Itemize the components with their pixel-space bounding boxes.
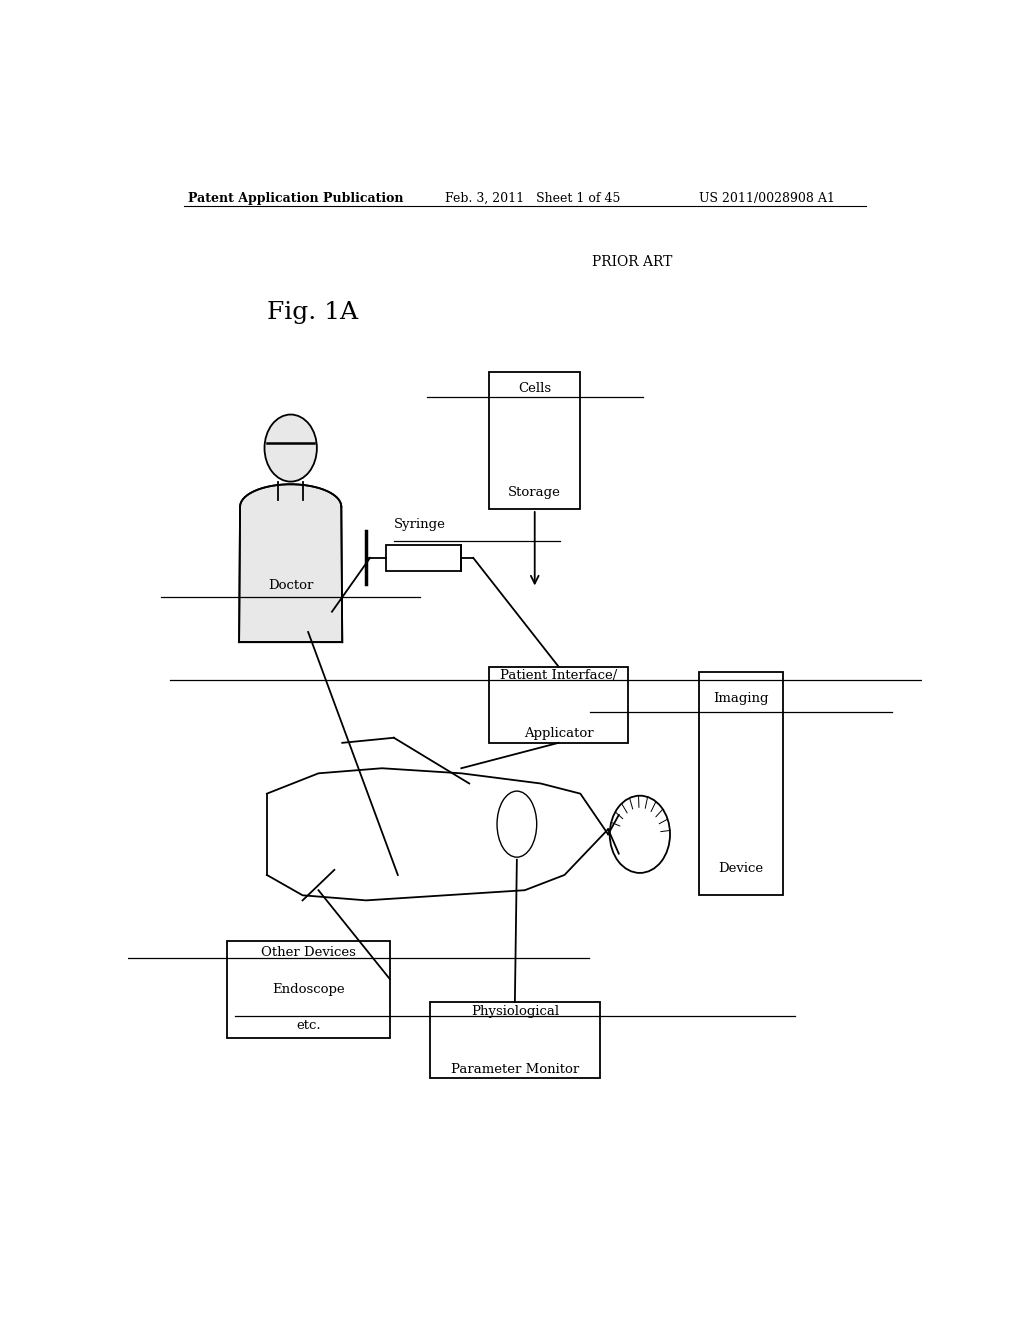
Bar (386, 545, 461, 572)
Text: Other Devices: Other Devices (261, 946, 356, 960)
Text: Imaging: Imaging (714, 692, 769, 705)
Text: Physiological: Physiological (471, 1005, 559, 1018)
Text: Storage: Storage (508, 486, 561, 499)
Text: Patent Application Publication: Patent Application Publication (187, 191, 403, 205)
Bar (489, 372, 581, 510)
Polygon shape (239, 484, 342, 643)
Text: Syringe: Syringe (394, 519, 445, 532)
Text: Patient Interface/: Patient Interface/ (500, 669, 617, 682)
Text: etc.: etc. (296, 1019, 321, 1032)
Circle shape (264, 414, 316, 482)
Bar (227, 941, 390, 1038)
Text: Doctor: Doctor (268, 578, 313, 591)
Bar (699, 672, 782, 895)
Text: PRIOR ART: PRIOR ART (592, 255, 672, 269)
Text: Cells: Cells (518, 381, 551, 395)
Text: Feb. 3, 2011   Sheet 1 of 45: Feb. 3, 2011 Sheet 1 of 45 (445, 191, 621, 205)
Text: Endoscope: Endoscope (272, 983, 345, 995)
Text: Parameter Monitor: Parameter Monitor (451, 1063, 579, 1076)
Bar (489, 667, 628, 743)
Bar (430, 1002, 600, 1078)
Text: US 2011/0028908 A1: US 2011/0028908 A1 (699, 191, 836, 205)
Text: Device: Device (719, 862, 764, 875)
Text: Fig. 1A: Fig. 1A (267, 301, 358, 323)
Text: Applicator: Applicator (523, 727, 593, 741)
